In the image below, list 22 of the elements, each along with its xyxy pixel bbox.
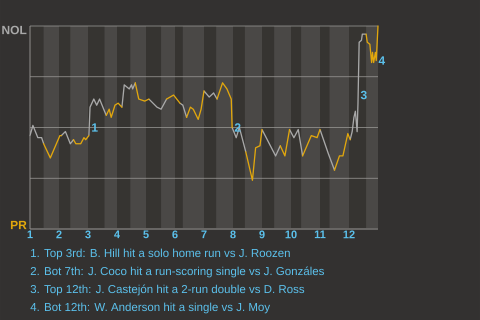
x-tick-label: 10 — [286, 230, 297, 238]
x-tick-label: 2 — [56, 230, 62, 238]
x-tick-label: 6 — [172, 230, 178, 238]
annotation: 3 — [360, 90, 367, 100]
x-tick-label: 12 — [344, 230, 355, 238]
annotation: 1 — [92, 123, 98, 132]
text: 2. Bot 7th: J. Coco hit a run-scoring single vs J. Gonzáles — [30, 266, 324, 278]
text: PR — [10, 220, 27, 230]
text: NOL — [2, 26, 26, 34]
text: 1. Top 3rd: B. Hill hit a solo home run vs J. Roozen — [31, 248, 290, 260]
x-tick-label: 9 — [259, 230, 265, 238]
annotation: 4 — [378, 56, 386, 65]
x-tick-label: 3 — [85, 230, 91, 238]
x-tick-label: 7 — [201, 230, 207, 238]
x-tick-label: 11 — [314, 230, 326, 238]
text: 3. Top 12th: J. Castejón hit a 2-run double vs D. Ross — [30, 284, 304, 296]
text: 4. Bot 12th: W. Anderson hit a single vs J. Moy — [30, 302, 270, 314]
x-tick-label: 4 — [114, 230, 120, 238]
x-tick-label: 8 — [230, 230, 236, 238]
x-tick-label: 1 — [28, 230, 33, 238]
x-tick-label: 5 — [143, 230, 149, 238]
annotation: 2 — [234, 123, 241, 132]
